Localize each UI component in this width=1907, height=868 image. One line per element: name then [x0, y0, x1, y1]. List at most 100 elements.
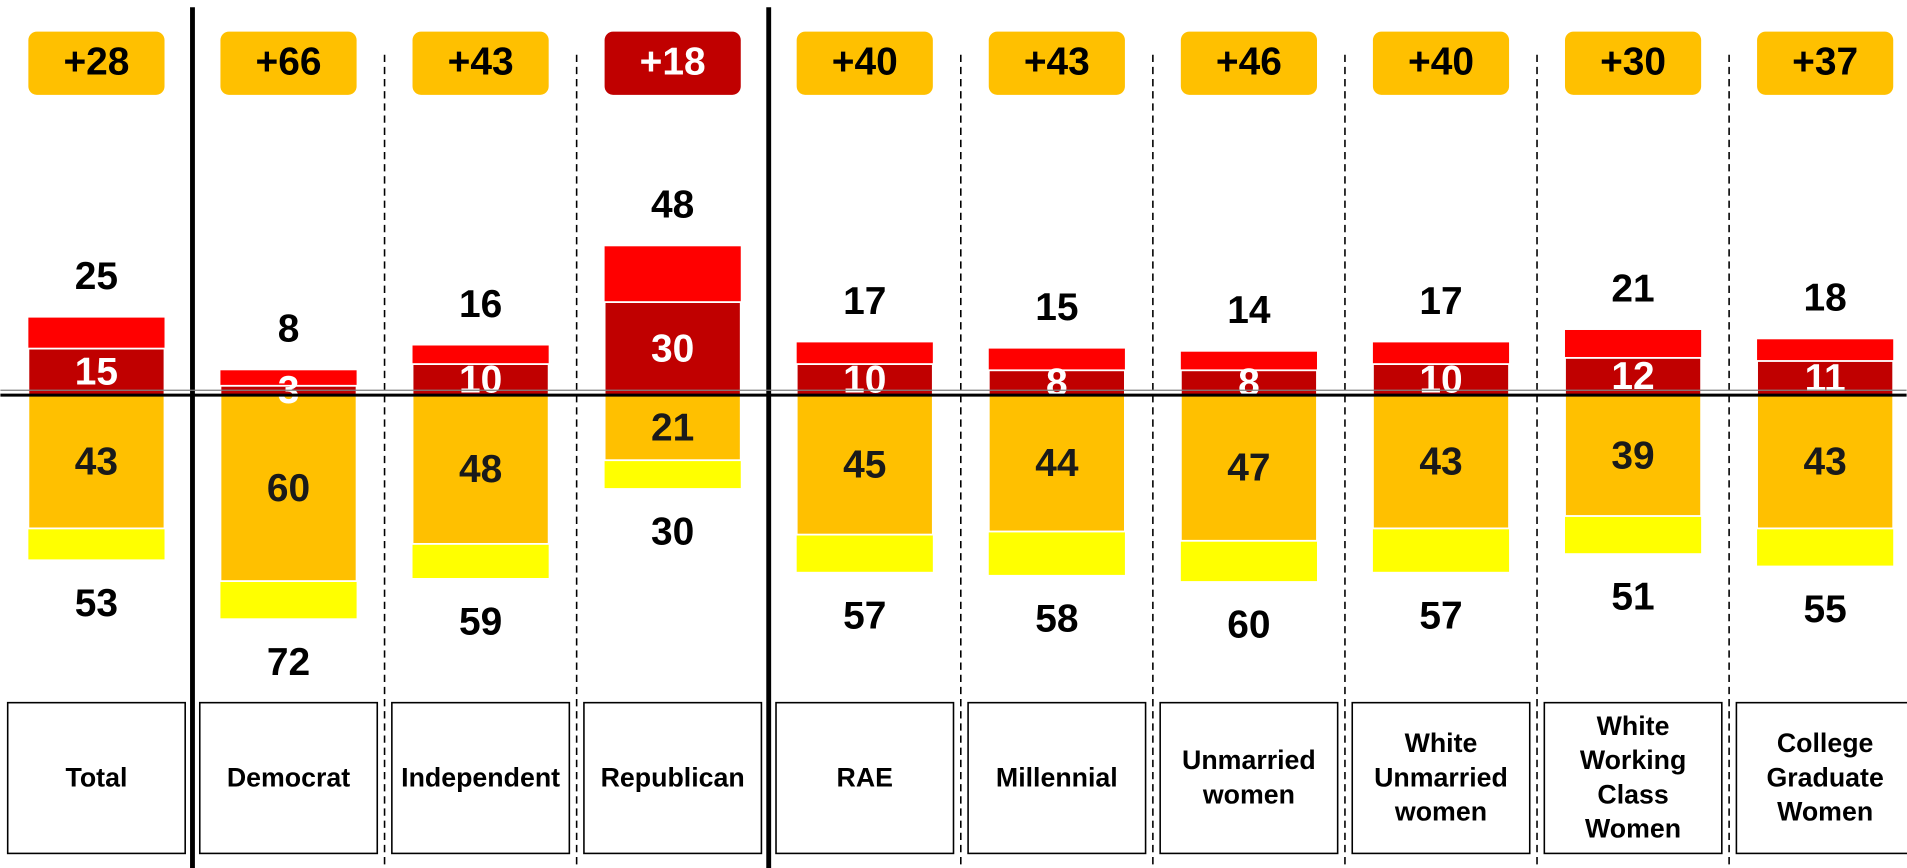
oppose-total-label: 48 [651, 184, 694, 227]
category-box [1351, 701, 1531, 855]
category-label: Unmarried women [1182, 745, 1316, 809]
category-box [583, 701, 763, 855]
oppose-total-label: 18 [1804, 277, 1847, 320]
strong-support-bar [219, 394, 358, 583]
category-line: Working [1580, 745, 1686, 775]
strong-support-bar [411, 394, 550, 545]
oppose-total-label: 21 [1611, 267, 1654, 310]
support-total-label: 59 [459, 600, 502, 643]
strong-oppose-bar [27, 347, 166, 397]
strong-support-bar [1564, 394, 1703, 517]
strong-support-bar [27, 394, 166, 530]
category-line: RAE [837, 762, 893, 792]
strong-support-bar [1179, 394, 1318, 542]
strong-support-bar [795, 394, 934, 536]
category-box [198, 701, 379, 855]
support-total-label: 55 [1804, 588, 1847, 631]
category-label: Democrat [227, 762, 350, 792]
category-box [1543, 701, 1723, 855]
strong-support-bar [1372, 394, 1510, 530]
category-box [967, 701, 1147, 855]
net-label: +40 [1408, 41, 1474, 84]
net-box [796, 31, 933, 95]
strong-support-label: 45 [843, 444, 886, 487]
strong-support-label: 39 [1611, 434, 1654, 477]
strong-support-label: 21 [651, 406, 694, 449]
support-total-label: 60 [1227, 604, 1270, 647]
net-box [1564, 31, 1702, 95]
strong-oppose-label: 12 [1611, 355, 1654, 398]
net-label: +18 [640, 41, 706, 84]
support-total-label: 58 [1035, 597, 1078, 640]
category-line: White [1405, 728, 1478, 758]
category-line: Millennial [996, 762, 1118, 792]
category-box [775, 701, 955, 855]
category-label: White Working Class Women [1580, 711, 1686, 843]
category-line: Women [1585, 813, 1681, 843]
strong-support-label: 47 [1227, 447, 1270, 490]
net-box [220, 31, 357, 95]
category-line: Class [1597, 779, 1668, 809]
oppose-total-label: 16 [459, 283, 502, 326]
strong-support-label: 43 [1804, 440, 1847, 483]
strong-oppose-bar [1179, 369, 1318, 397]
net-box [28, 31, 165, 95]
category-line: Independent [401, 762, 560, 792]
net-label: +40 [832, 41, 898, 84]
net-box [1757, 31, 1894, 95]
strong-support-bar [603, 394, 742, 462]
category-line: women [1394, 796, 1487, 826]
net-box [1180, 31, 1317, 95]
net-label: +46 [1216, 41, 1282, 84]
net-label: +43 [448, 41, 514, 84]
support-total-label: 57 [843, 594, 886, 637]
category-box [1735, 701, 1907, 855]
strong-support-label: 48 [459, 448, 502, 491]
strong-support-label: 43 [75, 440, 118, 483]
category-line: White [1597, 711, 1670, 741]
category-line: Unmarried [1182, 745, 1316, 775]
category-line: Graduate [1766, 762, 1883, 792]
net-box [1372, 31, 1510, 95]
oppose-total-label: 17 [843, 280, 886, 323]
category-box [391, 701, 571, 855]
strong-oppose-bar [603, 301, 742, 397]
strong-support-label: 44 [1035, 442, 1079, 485]
category-line: Unmarried [1374, 762, 1508, 792]
strong-oppose-label: 30 [651, 327, 694, 370]
category-label: Republican [601, 762, 745, 792]
category-line: College [1777, 728, 1874, 758]
category-label: Total [65, 762, 127, 792]
net-label: +43 [1024, 41, 1090, 84]
category-label: RAE [837, 762, 893, 792]
category-box [6, 701, 186, 855]
category-line: Women [1777, 796, 1873, 826]
support-total-label: 30 [651, 511, 694, 554]
strong-support-label: 43 [1419, 440, 1462, 483]
category-label: College Graduate Women [1766, 728, 1883, 826]
category-label: White Unmarried women [1374, 728, 1508, 826]
net-box [988, 31, 1125, 95]
net-label: +37 [1792, 41, 1858, 84]
strong-oppose-bar [1756, 360, 1895, 397]
support-total-label: 53 [75, 582, 118, 625]
category-line: Total [65, 762, 127, 792]
oppose-total-label: 17 [1419, 280, 1462, 323]
strong-oppose-bar [987, 369, 1126, 397]
oppose-total-label: 25 [75, 255, 118, 298]
support-total-label: 57 [1419, 594, 1462, 637]
oppose-total-label: 15 [1035, 286, 1078, 329]
net-label: +28 [63, 41, 129, 84]
category-label: Independent [401, 762, 560, 792]
strong-support-bar [1756, 394, 1895, 530]
support-total-label: 51 [1611, 576, 1654, 619]
strong-support-label: 60 [267, 467, 310, 510]
net-box [412, 31, 549, 95]
support-total-label: 72 [267, 641, 310, 684]
strong-oppose-label: 8 [1238, 361, 1260, 404]
strong-support-bar [987, 394, 1126, 533]
category-box [1159, 701, 1339, 855]
net-label: +66 [256, 41, 322, 84]
strong-oppose-label: 11 [1805, 357, 1846, 400]
